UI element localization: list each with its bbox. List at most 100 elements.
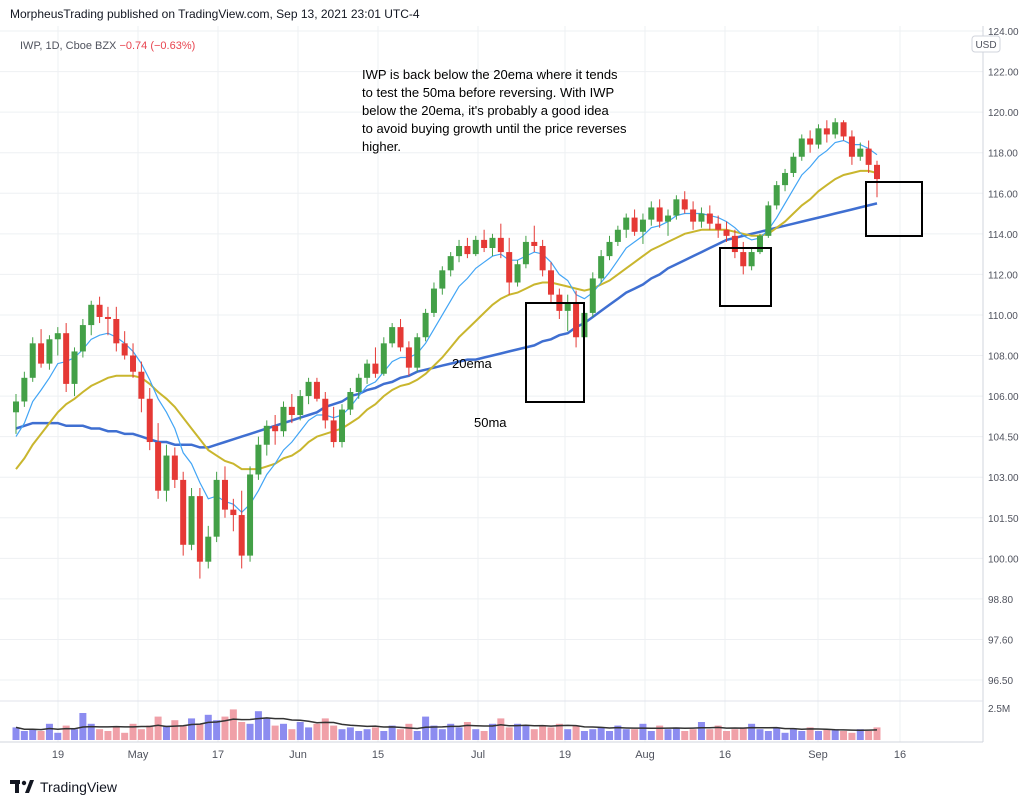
candle — [355, 373, 362, 399]
volume-bar — [338, 729, 346, 740]
candle — [397, 318, 404, 352]
volume-bar — [522, 725, 530, 740]
volume-ma-line — [15, 717, 878, 732]
x-tick-label: May — [128, 749, 149, 761]
y-tick-label: 114.00 — [988, 230, 1018, 241]
ticker-line: IWP, 1D, Cboe BZX — [20, 40, 117, 52]
candle — [614, 225, 621, 246]
volume-bar — [447, 723, 455, 740]
candle — [456, 239, 463, 263]
candle — [21, 371, 28, 407]
candle — [564, 294, 571, 332]
volume-bar — [129, 723, 137, 740]
y-tick-label: 112.00 — [988, 270, 1018, 281]
candle — [180, 471, 187, 556]
candle — [815, 124, 822, 149]
volume-bar — [204, 714, 212, 740]
volume-bar — [271, 725, 279, 740]
candle — [155, 423, 162, 499]
y-axis: 124.00 122.00 120.00 118.00 116.00 114.00 112.… — [988, 27, 1019, 687]
candle — [405, 341, 412, 376]
candle — [665, 209, 672, 236]
candle — [113, 306, 120, 352]
candle — [263, 420, 270, 456]
candle — [756, 233, 763, 255]
candle — [305, 377, 312, 405]
ema-fast-line — [15, 139, 878, 514]
candle — [380, 337, 387, 376]
candle — [130, 343, 137, 378]
volume-bar — [221, 716, 229, 740]
change-value: −0.74 (−0.63%) — [119, 40, 196, 52]
volume-bar — [363, 729, 371, 740]
volume-bar — [514, 723, 522, 740]
candle — [506, 237, 513, 295]
candle — [88, 300, 95, 336]
volume-bar — [330, 725, 338, 740]
volume-bar — [213, 720, 221, 740]
volume-bar — [422, 716, 430, 740]
volume-bar — [45, 723, 53, 740]
volume-bar — [480, 731, 488, 740]
volume-bar — [731, 729, 739, 740]
candle — [339, 404, 346, 448]
candle — [205, 525, 212, 569]
volume-bar — [564, 729, 572, 740]
candle — [96, 296, 103, 324]
volume-bar — [798, 731, 806, 740]
volume-bar — [781, 732, 789, 740]
candle — [196, 488, 203, 579]
candle — [790, 152, 797, 178]
volume-bar — [355, 731, 363, 740]
candle — [464, 237, 471, 259]
candle — [221, 466, 228, 518]
volume-bar — [179, 725, 187, 740]
volume-bar — [463, 722, 471, 740]
candle — [807, 130, 814, 153]
volume-bar — [188, 718, 196, 740]
volume-bar — [305, 727, 313, 740]
volume-bar — [137, 729, 145, 740]
candle — [297, 389, 304, 421]
candle — [715, 215, 722, 238]
volume-bar — [405, 723, 413, 740]
volume-bar — [171, 720, 179, 740]
y-tick-label: 103.00 — [988, 473, 1019, 484]
highlight-boxes — [525, 181, 923, 403]
candle — [481, 229, 488, 253]
footer[interactable]: TradingView — [10, 776, 117, 798]
volume-bar — [856, 729, 864, 740]
volume-bar — [346, 727, 354, 740]
volume-bar — [614, 725, 622, 740]
volume-bar — [37, 731, 45, 740]
volume-bar — [430, 725, 438, 740]
x-tick-label: 16 — [719, 749, 731, 761]
volume-bar — [238, 722, 246, 740]
candle — [740, 241, 747, 275]
x-tick-label: Jul — [471, 749, 485, 761]
candle — [63, 323, 70, 393]
volume-bar — [413, 731, 421, 740]
candle — [104, 306, 111, 336]
x-tick-label: Jun — [289, 749, 307, 761]
candle — [832, 118, 839, 139]
volume-bar — [288, 729, 296, 740]
candle — [723, 221, 730, 242]
volume-tick-label: 2.5M — [988, 704, 1010, 715]
highlight-box-jul — [525, 302, 585, 403]
volume-bar — [472, 729, 480, 740]
candle — [589, 272, 596, 317]
candle — [439, 266, 446, 295]
tradingview-logo-icon — [10, 780, 34, 793]
volume-bar — [572, 725, 580, 740]
volume-bar — [773, 727, 781, 740]
y-tick-label: 122.00 — [988, 68, 1019, 79]
volume-bar — [714, 725, 722, 740]
candle — [623, 213, 630, 238]
volume-bar — [380, 731, 388, 740]
candle — [188, 488, 195, 551]
volume-bar — [279, 723, 287, 740]
volume-bar — [589, 729, 597, 740]
candle — [798, 134, 805, 161]
